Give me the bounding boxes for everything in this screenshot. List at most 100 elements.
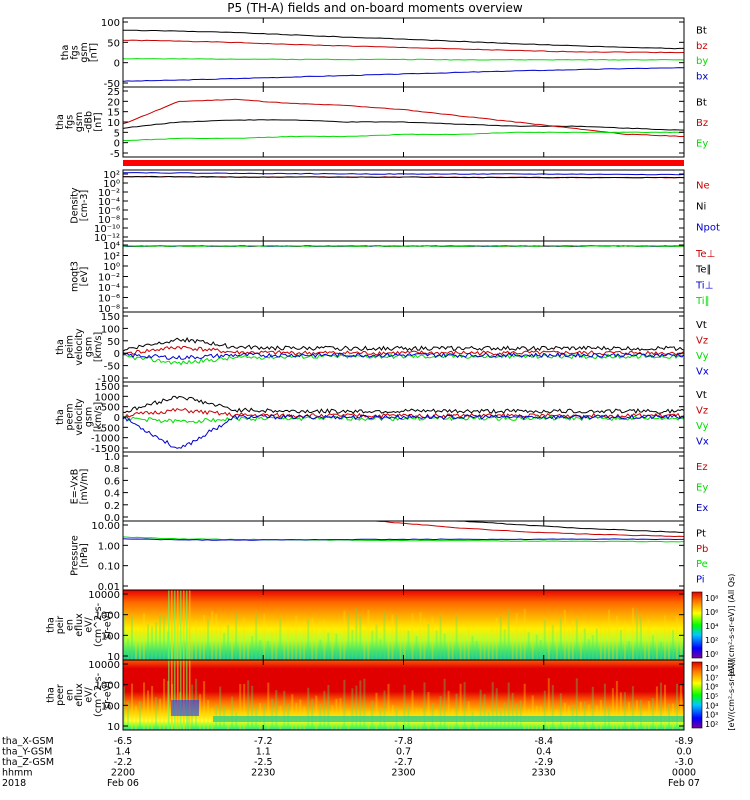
spectrogram-texture-column (523, 683, 526, 730)
spectrogram-texture-column (559, 693, 562, 730)
y-tick-label: 1000 (95, 681, 120, 692)
spectrogram-texture-column (187, 628, 190, 660)
spectrogram-texture-column (459, 683, 462, 730)
spectrogram-texture-column (547, 678, 550, 730)
y-axis-label-line: [mV/m] (79, 469, 90, 505)
y-tick-label: 0 (114, 139, 120, 150)
y-tick-label: -5 (110, 149, 120, 160)
spectrogram-texture-column (127, 638, 129, 660)
spectrogram-texture-column (251, 636, 254, 660)
spectrogram-stripe (168, 590, 170, 660)
y-axis-label-line: moqt3 (69, 261, 80, 292)
spectrogram-texture-column (291, 694, 294, 730)
spectrogram-texture-column (668, 625, 670, 660)
spectrogram-texture-column (551, 685, 554, 730)
y-axis-label-line: tha (46, 687, 57, 703)
spectrogram-stripe (180, 660, 182, 730)
spectrogram-texture-column (355, 608, 358, 660)
colorbar-tick-label: 10⁸ (705, 664, 718, 673)
spectrogram-texture-column (283, 639, 286, 660)
spectrogram-texture-column (579, 701, 582, 730)
y-axis-label-line: fgs (65, 115, 76, 129)
bottom-row-label: tha_Z-GSM (2, 757, 54, 768)
panel-frame (122, 520, 685, 591)
spectrogram-texture-column (487, 638, 490, 660)
spectrogram-texture-column (647, 619, 650, 660)
spectrogram-texture-column (211, 707, 214, 730)
spectrogram-texture-column (603, 621, 606, 660)
y-tick-label: 10000 (88, 590, 120, 601)
spectrogram-texture-column (267, 641, 270, 660)
y-axis-label-line: en (65, 689, 76, 701)
quality-flag-bar (123, 160, 684, 166)
spectrogram-texture-column (635, 608, 638, 660)
colorbar-tick-label: 10⁶ (705, 683, 718, 692)
y-tick-label: 100 (101, 631, 120, 642)
colorbar-tick-label: 10⁸ (705, 594, 718, 603)
spectrogram-texture-column (311, 699, 314, 730)
y-tick-label: 20 (107, 97, 120, 108)
spectrogram-texture-column (351, 688, 354, 730)
spectrogram-texture-column (635, 700, 638, 730)
y-tick-label: 10⁻² (98, 188, 120, 199)
y-tick-label: 0.8 (104, 464, 120, 475)
spectrogram-texture-column (159, 698, 162, 730)
spectrogram-texture-column (363, 678, 366, 730)
series-line-Vz (122, 346, 685, 356)
spectrogram-texture-column (583, 701, 586, 730)
legend-entry-Vt: Vt (696, 320, 707, 331)
y-axis-label-line: eV/ (84, 616, 95, 632)
y-axis-label-line: [km/s] (93, 402, 104, 432)
spectrogram-texture-column (259, 640, 262, 660)
legend-entry-Ni: Ni (696, 202, 706, 213)
y-axis-label-line: -dBb (84, 111, 95, 133)
y-axis-label-line: tha (55, 339, 66, 355)
spectrogram-texture-column (651, 635, 654, 660)
spectrogram-texture-column (627, 701, 630, 730)
legend-entry-Pi: Pi (696, 574, 705, 585)
spectrogram-texture-column (355, 685, 358, 730)
spectrogram-texture-column (155, 697, 158, 730)
y-tick-label: 10⁻⁴ (98, 197, 120, 208)
spectrogram-stripe (180, 590, 182, 660)
spectrogram-texture-column (347, 612, 350, 660)
y-axis-label-line: gsm (84, 337, 95, 357)
legend-entry-bx: bx (696, 71, 708, 82)
y-tick-label: 10⁻⁴ (98, 283, 120, 294)
spectrogram-texture-column (431, 616, 434, 660)
figure-title: P5 (TH-A) fields and on-board moments ov… (227, 1, 523, 15)
legend-entry-Vz: Vz (696, 335, 708, 346)
spectrogram-stripe (171, 660, 173, 730)
spectrogram-texture-column (495, 688, 498, 730)
legend-entry-Npot: Npot (696, 223, 720, 234)
spectrogram-texture-column (263, 613, 266, 660)
legend-entry-Vz: Vz (696, 405, 708, 416)
spectrogram-texture-column (135, 705, 137, 730)
y-tick-label: 0 (114, 349, 120, 360)
y-axis-label-line: peem (65, 404, 76, 431)
spectrogram-texture-column (323, 619, 326, 660)
y-tick-label: 1000 (95, 611, 120, 622)
y-tick-label: 0.6 (104, 476, 120, 487)
spectrogram-texture-column (387, 640, 390, 660)
spectrogram-texture-column (491, 682, 494, 730)
y-tick-label: 10⁻⁶ (98, 206, 120, 217)
spectrogram-texture-column (311, 617, 314, 660)
spectrogram-texture-column (599, 625, 602, 660)
y-tick-label: 10⁻² (98, 273, 120, 284)
spectrogram-texture-column (303, 621, 306, 660)
spectrogram-texture-column (623, 692, 626, 730)
series-line-Bz (122, 98, 684, 137)
colorbar-tick-label: 10⁵ (705, 692, 718, 701)
y-tick-label: 10.00 (91, 521, 120, 532)
spectrogram-texture-column (415, 636, 418, 660)
spectrogram-texture-column (639, 699, 642, 730)
spectrogram-texture-column (439, 696, 442, 730)
bottom-tick-value: 2300 (391, 768, 415, 779)
legend-entry-Te∥: Te∥ (695, 265, 712, 276)
spectrogram-texture-column (519, 700, 522, 730)
y-tick-label: 0.0 (104, 513, 120, 524)
spectrogram-texture-column (515, 613, 518, 660)
